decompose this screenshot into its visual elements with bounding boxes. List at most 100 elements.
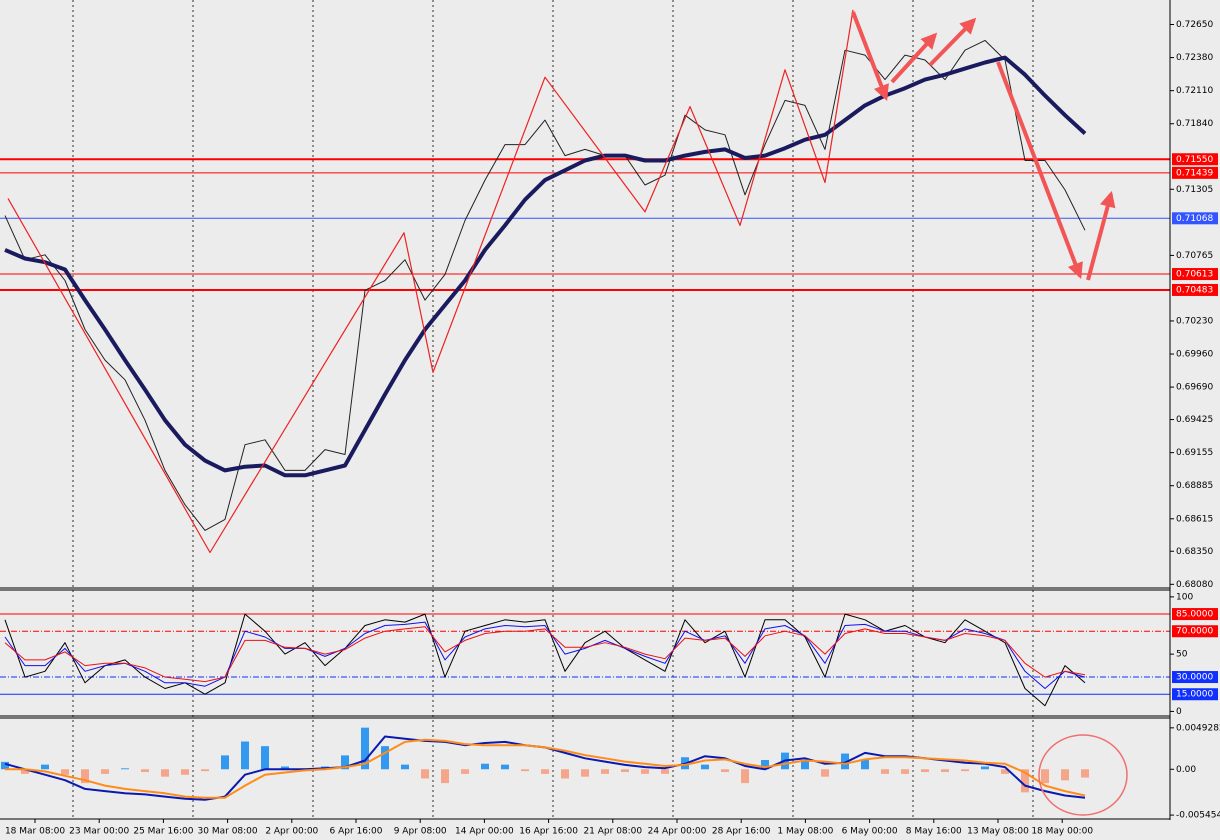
y-tick-label: 0.68885 — [1176, 481, 1213, 491]
histogram-bar — [761, 760, 769, 770]
level-label-box — [1172, 283, 1218, 296]
histogram-bar — [721, 769, 729, 773]
histogram-bar — [381, 746, 389, 770]
y-tick-label: 0.69425 — [1176, 415, 1213, 425]
x-tick-label: 8 May 16:00 — [906, 827, 962, 837]
y-tick-label: -0.005454 — [1176, 811, 1220, 821]
x-tick-label: 28 Apr 16:00 — [712, 827, 771, 837]
x-tick-label: 25 Mar 16:00 — [133, 827, 193, 837]
histogram-bar — [61, 769, 69, 775]
histogram-bar — [221, 755, 229, 770]
histogram-bar — [241, 741, 249, 770]
series-line — [4, 39, 1086, 531]
histogram-bar — [881, 769, 889, 774]
histogram-bar — [141, 769, 149, 773]
histogram-bar — [461, 769, 469, 774]
histogram-bar — [1081, 769, 1089, 778]
histogram-bar — [921, 769, 929, 773]
x-tick-label: 14 Apr 00:00 — [455, 827, 514, 837]
axis-labels: 0.72650 0.72380 0.72110 0.71840 0.71305 0.707… — [5, 20, 1220, 837]
y-tick-label: 50 — [1176, 650, 1188, 660]
x-tick-label: 23 Mar 00:00 — [69, 827, 129, 837]
y-tick-label: 0.70765 — [1176, 251, 1213, 261]
histogram-bar — [41, 764, 49, 770]
histogram-bar — [201, 769, 209, 772]
histogram-bar — [701, 764, 709, 770]
y-tick-label: 0 — [1176, 707, 1182, 717]
histogram-bar — [821, 769, 829, 777]
histogram-bar — [961, 769, 969, 772]
x-tick-label: 18 May 00:00 — [1031, 827, 1093, 837]
x-tick-label: 21 Apr 08:00 — [583, 827, 642, 837]
histogram-bar — [121, 768, 129, 770]
y-tick-label: 0.72650 — [1176, 20, 1213, 30]
series-line — [4, 55, 1087, 478]
x-tick-label: 6 May 00:00 — [842, 827, 898, 837]
histogram-bar — [561, 769, 569, 779]
x-tick-label: 9 Apr 08:00 — [394, 827, 447, 837]
histogram-bar — [801, 760, 809, 770]
level-label-box — [1172, 671, 1218, 684]
histogram-bar — [841, 753, 849, 770]
y-tick-label: 100 — [1176, 592, 1193, 602]
y-tick-label: 0.72110 — [1176, 86, 1213, 96]
histogram-bar — [861, 760, 869, 770]
histogram-bar — [81, 769, 89, 784]
histogram-bar — [641, 769, 649, 774]
histogram-bar — [601, 769, 609, 774]
y-tick-label: 0.69690 — [1176, 383, 1213, 393]
y-tick-label: 0.68080 — [1176, 580, 1213, 590]
histogram-bar — [541, 769, 549, 774]
level-label: 85.0000 — [1176, 610, 1213, 620]
level-label-box — [1172, 688, 1218, 701]
x-tick-label: 16 Apr 16:00 — [519, 827, 578, 837]
histogram-bar — [361, 727, 369, 770]
y-tick-label: 0.68350 — [1176, 547, 1213, 557]
histogram-bar — [341, 755, 349, 770]
histogram-bar — [1021, 769, 1029, 793]
series-line — [4, 735, 1086, 801]
series-line — [4, 613, 1086, 707]
level-label-box — [1172, 212, 1218, 225]
histogram-bar — [21, 769, 29, 774]
histogram-bar — [901, 769, 909, 774]
y-tick-label: 0.70230 — [1176, 316, 1213, 326]
y-tick-label: 0.69960 — [1176, 350, 1213, 360]
y-tick-label: 0.00 — [1176, 765, 1196, 775]
x-tick-label: 24 Apr 00:00 — [648, 827, 707, 837]
level-label-box — [1172, 625, 1218, 638]
frame — [0, 0, 1171, 820]
time-grid — [72, 0, 1034, 818]
x-tick-label: 18 Mar 08:00 — [5, 827, 65, 837]
series-line — [4, 626, 1086, 683]
x-tick-label: 1 May 08:00 — [777, 827, 833, 837]
level-label: 0.70483 — [1176, 285, 1213, 295]
y-tick-label: 0.0049282 — [1176, 723, 1220, 733]
level-label-box — [1172, 153, 1218, 166]
highlight-circle — [1038, 734, 1128, 816]
histogram-bar — [941, 769, 949, 773]
x-tick-label: 2 Apr 00:00 — [265, 827, 318, 837]
histogram-bar — [401, 764, 409, 770]
histogram-bar — [441, 769, 449, 784]
x-tick-label: 6 Apr 16:00 — [330, 827, 383, 837]
level-label: 0.70613 — [1176, 270, 1213, 280]
histogram-bar — [181, 769, 189, 775]
y-tick-label: 0.68615 — [1176, 514, 1213, 524]
annotation-arrows — [851, 11, 1116, 281]
y-tick-label: 0.72380 — [1176, 53, 1213, 63]
plot-area — [0, 9, 1170, 801]
level-label: 15.0000 — [1176, 690, 1213, 700]
level-label-box — [1172, 268, 1218, 281]
histogram-bar — [581, 769, 589, 777]
histogram-bar — [101, 769, 109, 774]
histogram-bar — [281, 766, 289, 770]
histogram-bar — [661, 769, 669, 774]
histogram-bar — [261, 746, 269, 770]
histogram-bar — [1061, 769, 1069, 781]
histogram-bar — [481, 763, 489, 770]
level-label-box — [1172, 608, 1218, 621]
x-tick-label: 13 May 08:00 — [967, 827, 1029, 837]
histogram-bar — [521, 769, 529, 772]
